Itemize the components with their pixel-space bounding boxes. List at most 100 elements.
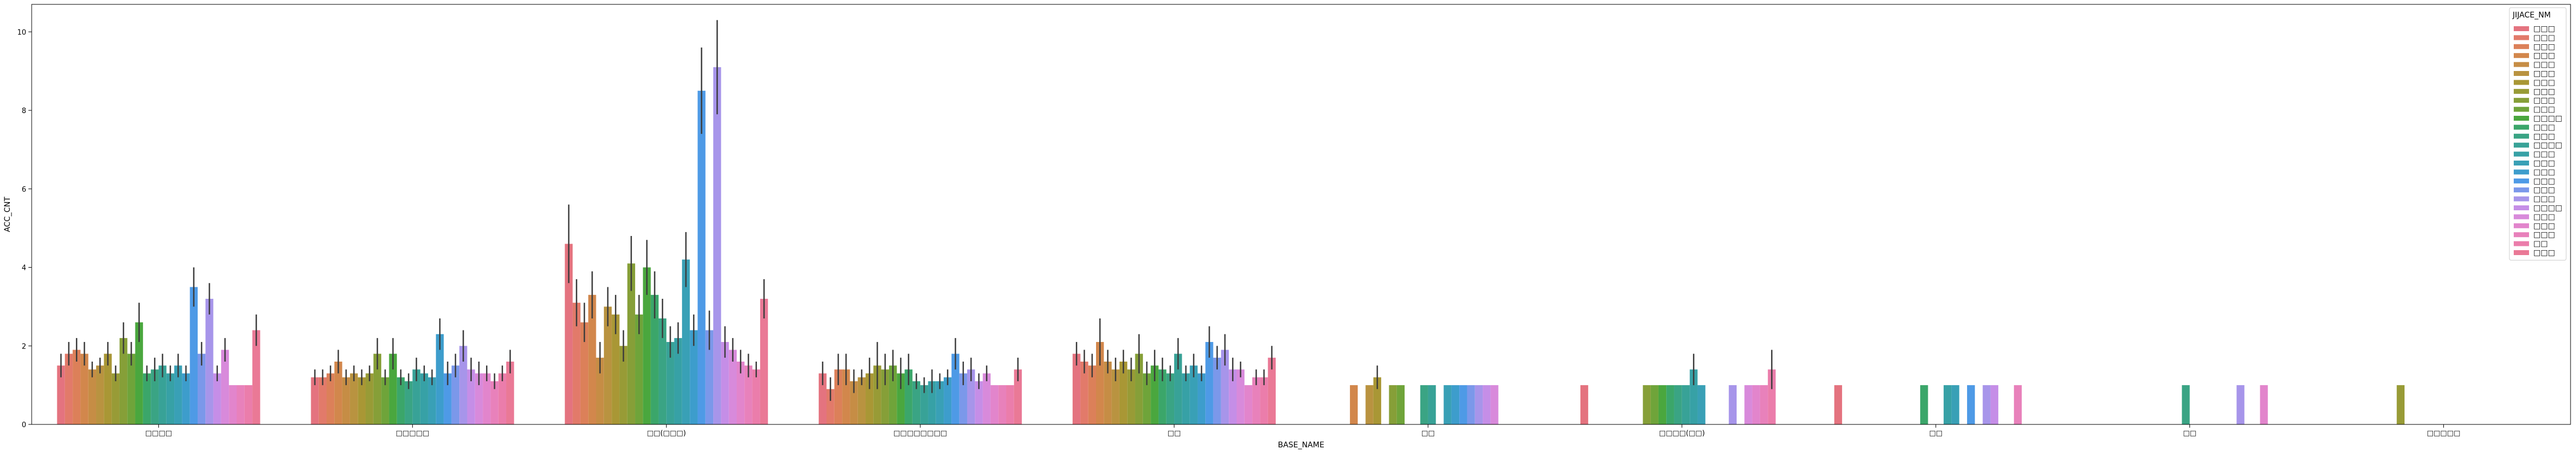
bar <box>967 369 975 424</box>
bar <box>897 373 905 424</box>
bar <box>682 259 690 424</box>
bar <box>1189 365 1198 424</box>
bar <box>506 362 514 424</box>
bar <box>729 350 737 424</box>
bar <box>80 353 88 424</box>
bar <box>1474 385 1483 424</box>
bar <box>889 365 897 424</box>
bar <box>1580 385 1589 424</box>
legend-entry: □□□ <box>2533 249 2555 257</box>
bar <box>1268 357 1276 424</box>
legend-entry: □□□□ <box>2533 141 2562 150</box>
bar <box>760 299 768 424</box>
legend-swatch <box>2514 214 2529 220</box>
bar <box>713 67 721 424</box>
bar <box>982 373 991 424</box>
bars <box>57 67 2405 424</box>
legend-entry: □□□ <box>2533 123 2555 132</box>
bar <box>119 338 128 424</box>
bar <box>405 381 413 424</box>
bar <box>205 299 214 424</box>
bar <box>389 353 397 424</box>
legend-swatch <box>2514 250 2529 255</box>
y-tick-label: 6 <box>22 186 26 194</box>
legend-entry: □□□ <box>2533 69 2555 78</box>
bar <box>866 373 874 424</box>
legend-entry: □□□ <box>2533 61 2555 69</box>
bar <box>358 377 366 424</box>
legend-entry: □□□ <box>2533 177 2555 186</box>
bar <box>490 381 499 424</box>
bar <box>752 369 760 424</box>
bar <box>1650 385 1659 424</box>
bar <box>1088 365 1097 424</box>
bar <box>1373 377 1382 424</box>
bar <box>1443 385 1452 424</box>
bar <box>158 365 167 424</box>
x-tick-label: □□□□□ <box>396 429 429 438</box>
bar <box>643 267 651 424</box>
bar <box>920 385 928 424</box>
bar <box>350 373 358 424</box>
bar <box>1690 369 1698 424</box>
legend-entry: □□□ <box>2533 33 2555 42</box>
bar <box>213 373 221 424</box>
legend-entry: □□□□ <box>2533 204 2562 212</box>
bar <box>1420 385 1428 424</box>
legend-entry: □□□ <box>2533 43 2555 51</box>
legend-entry: □□ <box>2533 240 2548 249</box>
legend-swatch <box>2514 116 2529 121</box>
legend-swatch <box>2514 98 2529 103</box>
y-tick-label: 4 <box>22 264 26 273</box>
bar <box>1174 353 1182 424</box>
x-tick-label: □□□□(□□) <box>1659 429 1705 438</box>
legend-entry: □□□ <box>2533 186 2555 194</box>
legend-entry: □□□ <box>2533 222 2555 231</box>
legend-swatch <box>2514 125 2529 130</box>
bar <box>236 385 245 424</box>
legend-swatch <box>2514 88 2529 94</box>
bar <box>603 306 612 424</box>
bar <box>1197 373 1206 424</box>
bar <box>674 338 682 424</box>
x-tick-label: □□ <box>1422 429 1435 438</box>
bar <box>1151 365 1159 424</box>
bar <box>318 377 327 424</box>
bar <box>596 357 604 424</box>
bar <box>1744 385 1752 424</box>
bar <box>2014 385 2022 424</box>
bar <box>1658 385 1667 424</box>
bar <box>873 365 881 424</box>
bar <box>443 373 452 424</box>
x-tick-label: □□□□□□□□ <box>893 429 947 438</box>
bar <box>1428 385 1436 424</box>
x-tick-label: □□□□□ <box>2427 429 2460 438</box>
bar <box>104 353 112 424</box>
bar <box>1697 385 1706 424</box>
bar <box>96 365 104 424</box>
bar <box>1205 342 1213 424</box>
legend-swatch <box>2514 53 2529 58</box>
bar <box>1229 369 1237 424</box>
bar <box>912 381 921 424</box>
bar <box>483 373 491 424</box>
y-tick-label: 10 <box>17 28 26 37</box>
bar <box>244 385 253 424</box>
bar <box>959 373 967 424</box>
bar <box>1080 362 1088 424</box>
bar <box>619 346 627 424</box>
bar <box>229 385 237 424</box>
bar <box>1459 385 1467 424</box>
bar <box>1365 385 1373 424</box>
bar <box>459 346 467 424</box>
bar <box>944 377 952 424</box>
x-tick-label: □□ <box>1168 429 1181 438</box>
legend-swatch <box>2514 205 2529 210</box>
legend-entry: □□□ <box>2533 150 2555 159</box>
bar <box>1643 385 1651 424</box>
bar <box>580 322 589 424</box>
bar <box>857 377 866 424</box>
bar <box>1142 373 1151 424</box>
legend-swatch <box>2514 26 2529 31</box>
